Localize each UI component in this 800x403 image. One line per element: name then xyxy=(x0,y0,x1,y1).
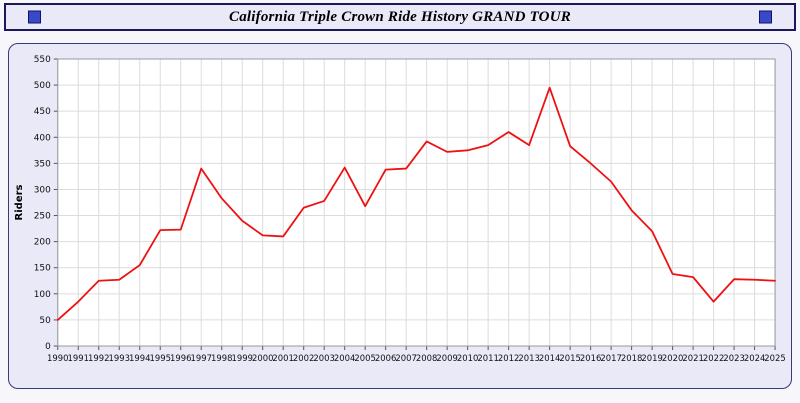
ride-history-line-chart: 0501001502002503003504004505005501990199… xyxy=(14,55,786,363)
svg-text:1997: 1997 xyxy=(190,353,212,363)
svg-text:1993: 1993 xyxy=(108,353,130,363)
svg-text:400: 400 xyxy=(34,133,51,143)
svg-text:1999: 1999 xyxy=(231,353,253,363)
decorative-square-right-icon xyxy=(759,10,772,24)
svg-text:2023: 2023 xyxy=(723,353,745,363)
svg-text:2003: 2003 xyxy=(313,353,335,363)
svg-text:2016: 2016 xyxy=(580,353,602,363)
svg-text:1991: 1991 xyxy=(68,353,90,363)
svg-text:2005: 2005 xyxy=(354,353,376,363)
svg-text:2022: 2022 xyxy=(703,353,725,363)
svg-text:2021: 2021 xyxy=(682,353,704,363)
svg-text:2011: 2011 xyxy=(477,353,499,363)
svg-text:450: 450 xyxy=(34,107,51,117)
svg-text:2008: 2008 xyxy=(416,353,438,363)
svg-text:2004: 2004 xyxy=(334,353,356,363)
svg-text:1998: 1998 xyxy=(211,353,233,363)
svg-text:50: 50 xyxy=(39,316,51,326)
chart-panel: 0 50 100 150 200 250 300 350 400 450 500 550 1990 199… xyxy=(8,43,792,389)
svg-text:2001: 2001 xyxy=(272,353,294,363)
svg-text:500: 500 xyxy=(34,81,51,91)
svg-text:2012: 2012 xyxy=(498,353,520,363)
svg-text:2015: 2015 xyxy=(559,353,581,363)
page: California Triple Crown Ride History GRA… xyxy=(0,3,800,389)
svg-text:2002: 2002 xyxy=(293,353,315,363)
svg-text:2025: 2025 xyxy=(764,353,786,363)
page-title: California Triple Crown Ride History GRA… xyxy=(229,8,571,25)
svg-text:200: 200 xyxy=(34,238,51,248)
svg-text:2020: 2020 xyxy=(662,353,684,363)
svg-text:350: 350 xyxy=(34,159,51,169)
svg-text:300: 300 xyxy=(34,185,51,195)
svg-text:100: 100 xyxy=(34,290,51,300)
svg-text:0: 0 xyxy=(45,342,51,352)
svg-text:2006: 2006 xyxy=(375,353,397,363)
svg-text:2000: 2000 xyxy=(252,353,274,363)
svg-text:1996: 1996 xyxy=(170,353,192,363)
svg-text:1990: 1990 xyxy=(47,353,69,363)
svg-text:2010: 2010 xyxy=(457,353,479,363)
svg-text:2018: 2018 xyxy=(621,353,643,363)
svg-text:2019: 2019 xyxy=(641,353,663,363)
svg-text:1994: 1994 xyxy=(129,353,151,363)
svg-text:2007: 2007 xyxy=(395,353,417,363)
svg-text:1992: 1992 xyxy=(88,353,110,363)
svg-text:Riders: Riders xyxy=(14,184,25,220)
svg-text:1995: 1995 xyxy=(149,353,171,363)
svg-text:2013: 2013 xyxy=(518,353,540,363)
svg-text:150: 150 xyxy=(34,264,51,274)
decorative-square-left-icon xyxy=(28,10,41,24)
svg-text:2009: 2009 xyxy=(436,353,458,363)
svg-text:2014: 2014 xyxy=(539,353,561,363)
svg-text:550: 550 xyxy=(34,55,51,65)
svg-text:2024: 2024 xyxy=(744,353,766,363)
svg-text:2017: 2017 xyxy=(600,353,622,363)
svg-text:250: 250 xyxy=(34,212,51,222)
title-bar: California Triple Crown Ride History GRA… xyxy=(4,3,796,31)
